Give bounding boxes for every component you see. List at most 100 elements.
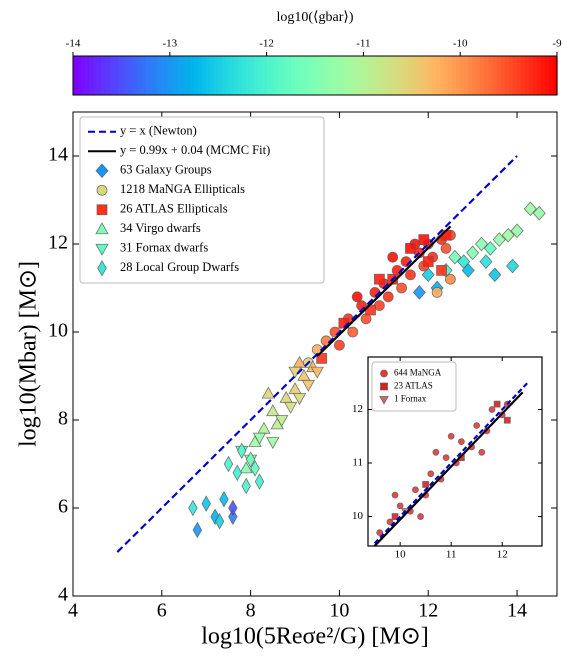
colorbar-segment (137, 56, 143, 95)
data-point (421, 267, 435, 283)
colorbar-segment (274, 56, 280, 95)
legend-label: 63 Galaxy Groups (120, 163, 212, 177)
colorbar-segment (468, 56, 473, 95)
colorbar-segment (101, 56, 106, 95)
data-point (351, 291, 363, 303)
data-point (445, 273, 456, 285)
data-point (396, 282, 407, 294)
colorbar-segment (540, 56, 546, 95)
colorbar-segment (484, 56, 490, 95)
colorbar-segment (379, 56, 385, 95)
legend-label: 644 MaNGA (394, 368, 442, 378)
data-point (422, 256, 434, 268)
colorbar-segment (367, 56, 373, 95)
colorbar-segment (395, 56, 401, 95)
colorbar-segment (371, 56, 377, 95)
colorbar-segment (117, 56, 122, 95)
data-point (422, 481, 430, 488)
legend-label: 23 ATLAS (394, 381, 433, 391)
legend-marker (380, 382, 388, 391)
colorbar-segment (496, 56, 502, 95)
colorbar-tick-label: -9 (552, 38, 562, 50)
data-point (347, 326, 359, 338)
data-point (376, 529, 384, 537)
colorbar-segment (327, 56, 332, 95)
colorbar-segment (149, 56, 155, 95)
colorbar-segment (411, 56, 417, 95)
colorbar-segment (218, 56, 223, 95)
data-point (245, 451, 256, 468)
data-point (442, 454, 450, 462)
legend-label: 26 ATLAS Ellipticals (120, 202, 228, 216)
colorbar-segment (323, 56, 328, 95)
colorbar-segment (431, 56, 437, 95)
data-point (266, 437, 280, 450)
colorbar-segment (230, 56, 235, 95)
data-point (373, 273, 385, 285)
data-point (478, 448, 486, 456)
colorbar-segment (419, 56, 425, 95)
colorbar-frame (72, 55, 558, 96)
legend-marker (96, 184, 108, 196)
data-point (447, 432, 455, 440)
colorbar-segment (173, 56, 179, 95)
colorbar-segment (298, 56, 304, 95)
data-point (501, 227, 515, 243)
colorbar-segment (552, 56, 558, 95)
colorbar-segment (448, 56, 453, 95)
colorbar-label: log10(⟨gbar⟩) (276, 10, 353, 25)
colorbar-segment (464, 56, 469, 95)
colorbar-segment (387, 56, 393, 95)
colorbar-segment (520, 56, 526, 95)
colorbar-segment (403, 56, 409, 95)
colorbar-segment (141, 56, 147, 95)
colorbar-segment (480, 56, 485, 95)
colorbar-segment (278, 56, 284, 95)
colorbar-segment (222, 56, 227, 95)
colorbar-segment (181, 56, 187, 95)
colorbar-segment (85, 56, 90, 95)
data-point (405, 242, 416, 254)
colorbar-segment (343, 56, 348, 95)
colorbar-segment (214, 56, 219, 95)
legend-label: 1218 MaNGA Ellipticals (120, 182, 245, 196)
y-tick-label: 10 (352, 510, 364, 522)
fit-line (316, 225, 452, 357)
colorbar-segment (226, 56, 231, 95)
data-point (219, 490, 229, 508)
legend-marker (95, 243, 109, 256)
colorbar-segment (185, 56, 191, 95)
colorbar-segment (339, 56, 344, 95)
x-axis-label: log10(5Reσe²/G) [M⊙] (201, 624, 429, 650)
legend-marker (379, 395, 389, 405)
colorbar-segment (359, 56, 364, 95)
y-tick-label: 10 (48, 320, 68, 342)
colorbar-segment (319, 56, 324, 95)
colorbar-segment (355, 56, 360, 95)
data-point (510, 223, 524, 239)
colorbar-segment (77, 56, 82, 95)
colorbar-segment (407, 56, 413, 95)
data-point (391, 491, 399, 499)
data-point (382, 291, 394, 303)
colorbar-segment (476, 56, 481, 95)
data-point (201, 495, 211, 512)
colorbar-segment (198, 56, 203, 95)
colorbar-segment (210, 56, 215, 95)
data-point (310, 366, 324, 379)
x-tick-label: 12 (418, 600, 438, 622)
colorbar-segment (351, 56, 356, 95)
legend-label: y = x (Newton) (120, 124, 197, 138)
colorbar-segment (315, 56, 320, 95)
colorbar-segment (415, 56, 421, 95)
colorbar-segment (391, 56, 397, 95)
colorbar-segment (516, 56, 522, 95)
colorbar-segment (89, 56, 94, 95)
colorbar-segment (472, 56, 477, 95)
colorbar-tick-label: -10 (453, 38, 468, 50)
colorbar-segment (488, 56, 494, 95)
colorbar-segment (145, 56, 151, 95)
colorbar-segment (500, 56, 506, 95)
colorbar-segment (363, 56, 369, 95)
data-point (412, 486, 419, 494)
